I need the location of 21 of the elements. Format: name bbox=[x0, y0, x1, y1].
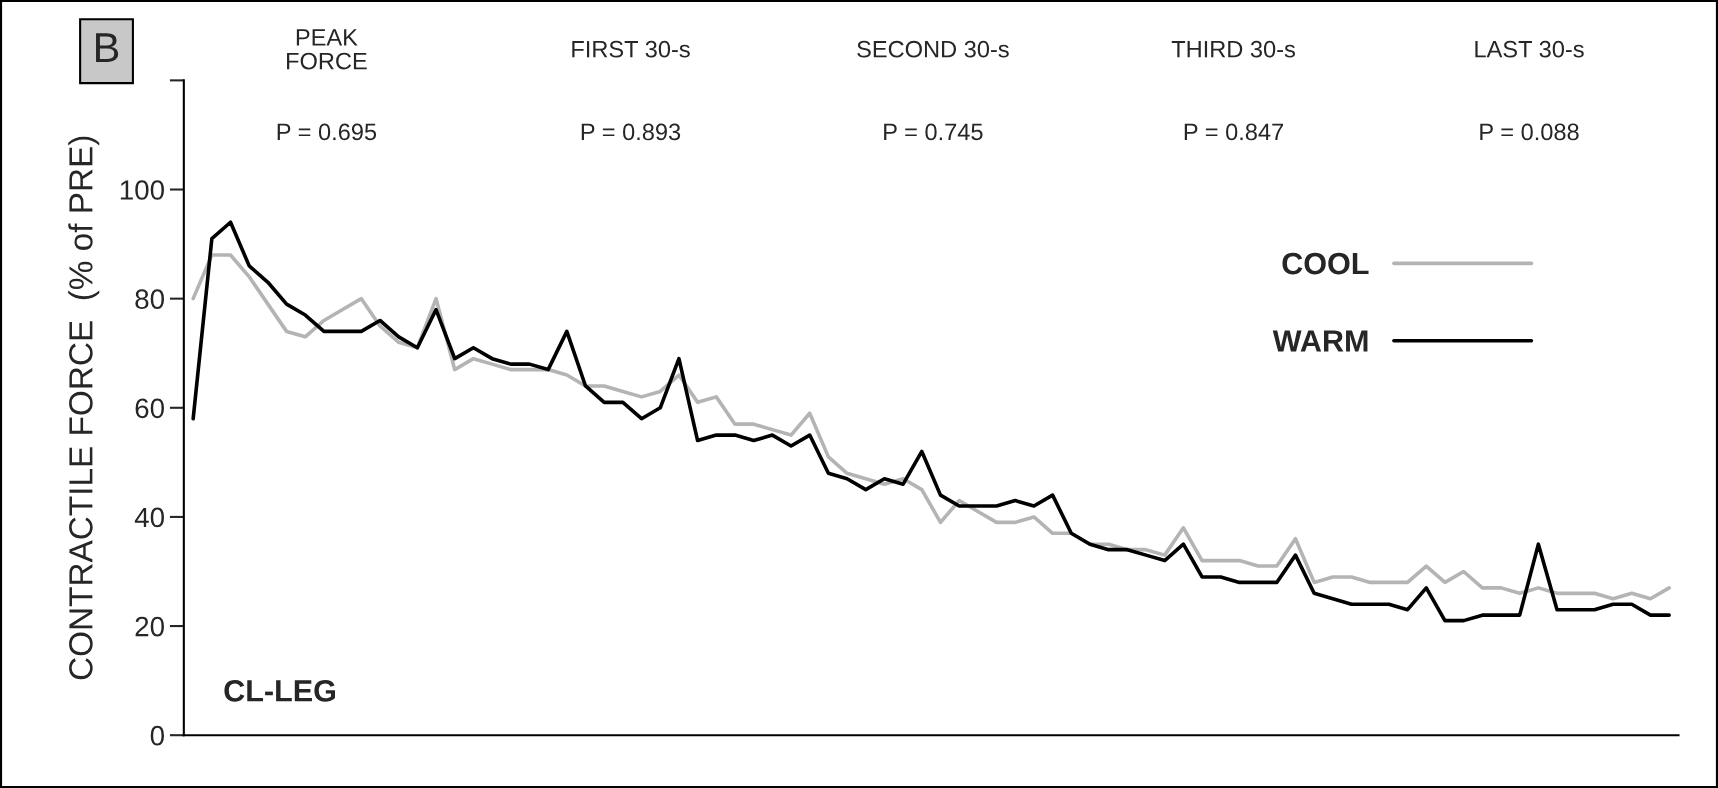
text: PEAK FORCE bbox=[287, 29, 367, 70]
annotation: P = 0.745 bbox=[884, 123, 983, 141]
text: FIRST 30-s bbox=[572, 40, 690, 58]
y-axis-title: CONTRACTILE FORCE (% of PRE) bbox=[68, 136, 100, 680]
text: SECOND 30-s bbox=[857, 40, 1009, 58]
y-tick-label: 80 bbox=[135, 289, 164, 309]
annotation: P = 0.088 bbox=[1480, 123, 1579, 141]
y-tick-label: 100 bbox=[120, 180, 164, 200]
annotation: CL-LEG bbox=[224, 680, 335, 702]
annotation: P = 0.695 bbox=[277, 123, 377, 141]
legend-label: COOL bbox=[1282, 252, 1369, 275]
y-tick-label: 60 bbox=[135, 398, 164, 419]
text: THIRD 30-s bbox=[1171, 40, 1295, 58]
annotation: P = 0.847 bbox=[1184, 123, 1284, 141]
text: LAST 30-s bbox=[1475, 40, 1584, 58]
y-tick-label: 0 bbox=[150, 725, 164, 746]
y-tick-label: 20 bbox=[135, 616, 164, 637]
text: B bbox=[96, 33, 119, 62]
legend-label: WARM bbox=[1272, 330, 1368, 352]
annotation: P = 0.893 bbox=[581, 123, 681, 141]
y-tick-label: 40 bbox=[134, 507, 164, 528]
